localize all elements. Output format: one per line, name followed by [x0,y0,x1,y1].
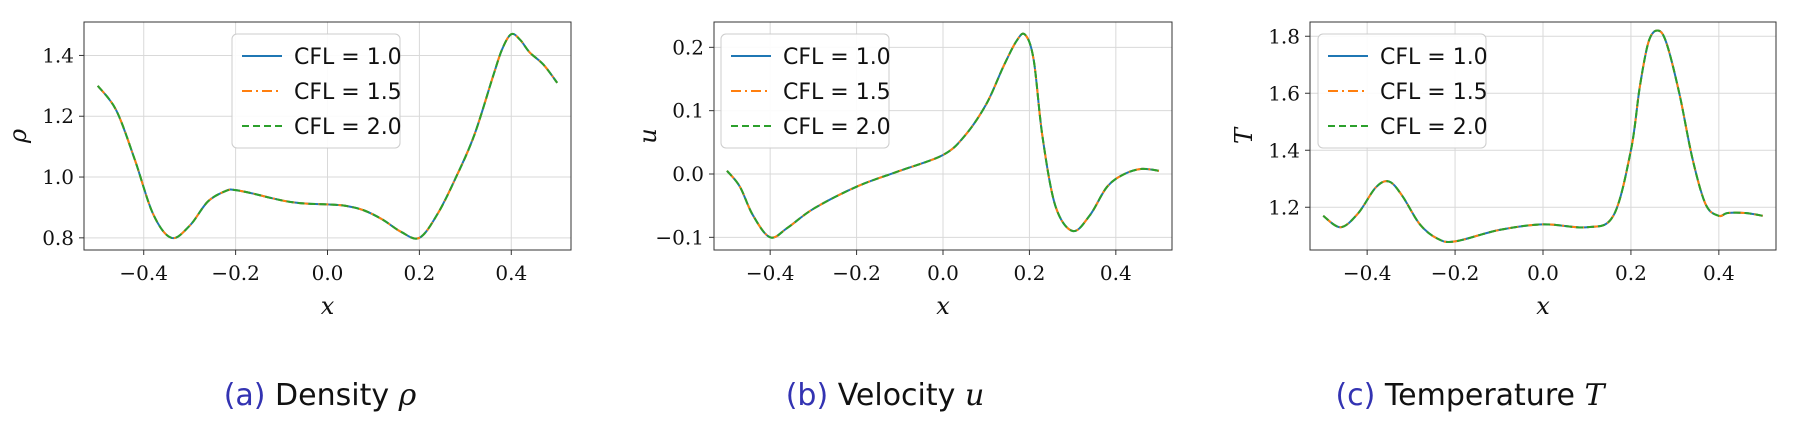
legend-box [720,33,890,149]
series-line-2 [1322,29,1763,243]
legend-label: CFL = 2.0 [1380,115,1488,140]
y-tick-label: 1.4 [1268,138,1300,162]
legend-label: CFL = 1.0 [294,45,402,70]
x-tick-label: −0.4 [119,261,168,285]
legend-label: CFL = 2.0 [294,115,402,140]
caption-c-text: Temperature [1384,378,1575,413]
y-tick-label: 1.2 [1268,195,1300,219]
y-tick-label: 1.8 [1268,24,1300,48]
x-tick-label: −0.4 [746,261,795,285]
x-axis-label: x [936,292,950,320]
y-tick-label: −0.1 [655,225,704,249]
caption-a-label: (a) [223,378,266,413]
caption-a-symbol: ρ [398,378,417,413]
caption-b: (b) Velocity u [605,378,1165,428]
x-axis-label: x [321,292,335,320]
legend: CFL = 1.0 CFL = 1.5 CFL = 2.0 [231,33,402,149]
x-tick-label: −0.2 [1431,261,1480,285]
caption-b-label: (b) [785,378,829,413]
legend-label: CFL = 1.5 [783,80,891,105]
caption-c-symbol: T [1584,378,1605,413]
x-tick-label: 0.2 [1615,261,1647,285]
legend-box [231,33,401,149]
series-line-3 [726,32,1160,239]
y-tick-label: 0.0 [672,162,704,186]
x-tick-label: 0.4 [1703,261,1735,285]
x-tick-label: −0.4 [1343,261,1392,285]
x-tick-label: 0.2 [1014,261,1046,285]
x-tick-label: 0.2 [403,261,435,285]
x-tick-label: 0.4 [495,261,527,285]
caption-a: (a) Density ρ [40,378,600,428]
x-tick-label: 0.4 [1100,261,1132,285]
y-axis-label: ρ [4,129,32,144]
y-tick-label: 1.0 [42,165,74,189]
legend-label: CFL = 1.5 [1380,80,1488,105]
legend: CFL = 1.0 CFL = 1.5 CFL = 2.0 [720,33,891,149]
x-axis-label: x [1536,292,1550,320]
chart-panel-c: −0.4 −0.2 0.0 0.2 0.4 1.2 1.4 1.6 1.8 x T CFL = 1.0… [1230,21,1777,320]
y-tick-label: 1.2 [42,104,74,128]
y-tick-label: 0.8 [42,226,74,250]
y-tick-label: 0.1 [672,99,704,123]
legend-label: CFL = 1.0 [1380,45,1488,70]
x-tick-label: −0.2 [832,261,881,285]
y-tick-label: 1.4 [42,43,74,67]
series-line-3 [96,32,558,240]
caption-b-symbol: u [964,378,985,413]
legend-label: CFL = 1.5 [294,80,402,105]
caption-c-label: (c) [1335,378,1376,413]
caption-b-text: Velocity [837,378,956,413]
chart-panel-a: −0.4 −0.2 0.0 0.2 0.4 0.8 1.0 1.2 1.4 x ρ CFL = 1.0… [4,21,572,320]
chart-panel-b: −0.4 −0.2 0.0 0.2 0.4 −0.1 0.0 0.1 0.2 x u CFL = 1.… [634,21,1173,320]
legend-box [1317,33,1487,149]
x-tick-label: 0.0 [927,261,959,285]
y-axis-label: u [634,128,662,143]
series-line-3 [1322,29,1763,243]
y-axis-label: T [1230,126,1258,144]
x-tick-label: 0.0 [312,261,344,285]
legend: CFL = 1.0 CFL = 1.5 CFL = 2.0 [1317,33,1488,149]
x-tick-label: −0.2 [211,261,260,285]
caption-c: (c) Temperature T [1190,378,1750,428]
x-tick-label: 0.0 [1527,261,1559,285]
y-tick-label: 1.6 [1268,81,1300,105]
legend-label: CFL = 2.0 [783,115,891,140]
y-tick-label: 0.2 [672,35,704,59]
legend-label: CFL = 1.0 [783,45,891,70]
caption-a-text: Density [275,378,390,413]
